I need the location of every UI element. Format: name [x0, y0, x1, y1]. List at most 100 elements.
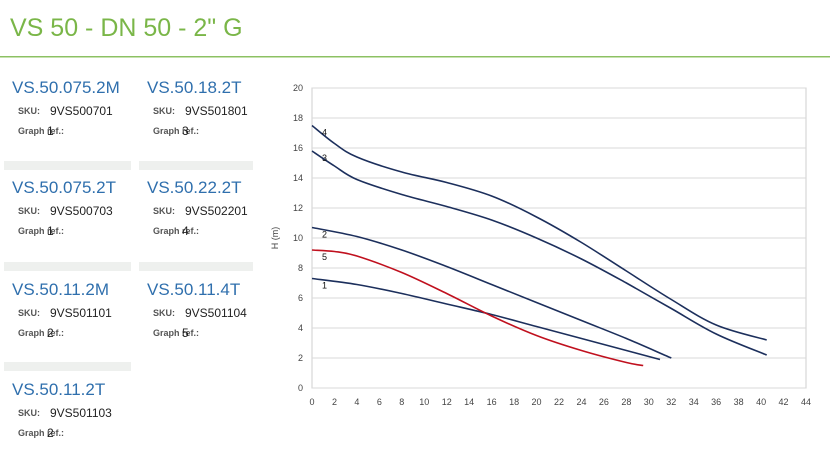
x-tick-label: 30	[644, 397, 654, 407]
y-tick-label: 0	[298, 383, 303, 393]
series-labels: 1 2 3 4 5	[322, 128, 327, 291]
y-tick-label: 6	[298, 293, 303, 303]
x-tick-label: 8	[399, 397, 404, 407]
x-tick-label: 14	[464, 397, 474, 407]
x-tick-label: 0	[309, 397, 314, 407]
graph-ref-value: 1	[47, 124, 54, 138]
graph-ref-label: Graph ref.:	[153, 126, 200, 136]
product-card[interactable]: VS.50.22.2T SKU: 9VS502201 Graph ref.: 4	[145, 178, 270, 244]
y-tick-label: 20	[293, 83, 303, 93]
series-line-2	[311, 226, 672, 359]
graph-ref-value: 2	[47, 426, 54, 440]
sku-label: SKU:	[18, 206, 40, 216]
product-name[interactable]: VS.50.11.4T	[147, 280, 241, 299]
product-name[interactable]: VS.50.11.2T	[12, 380, 106, 399]
y-tick-label: 10	[293, 233, 303, 243]
card-divider	[4, 161, 131, 170]
y-tick-label: 18	[293, 113, 303, 123]
graph-ref-value: 1	[47, 224, 54, 238]
x-tick-label: 20	[532, 397, 542, 407]
sku-value: 9VS501103	[50, 406, 112, 420]
product-card[interactable]: VS.50.075.2M SKU: 9VS500701 Graph ref.: 1	[10, 78, 135, 144]
x-tick-label: 28	[621, 397, 631, 407]
x-tick-label: 12	[442, 397, 452, 407]
sku-value: 9VS501801	[185, 104, 248, 118]
card-divider	[4, 262, 131, 271]
y-tick-label: 12	[293, 203, 303, 213]
sku-label: SKU:	[18, 106, 40, 116]
x-tick-label: 22	[554, 397, 564, 407]
series-label-5: 5	[322, 252, 327, 262]
x-tick-label: 6	[377, 397, 382, 407]
x-tick-label: 44	[801, 397, 811, 407]
product-name[interactable]: VS.50.22.2T	[147, 178, 242, 197]
product-name[interactable]: VS.50.18.2T	[147, 78, 242, 97]
series-label-4: 4	[322, 128, 327, 138]
series-lines	[311, 124, 768, 367]
series-label-3: 3	[322, 153, 327, 163]
graph-ref-value: 5	[182, 326, 189, 340]
sku-value: 9VS501101	[50, 306, 112, 320]
sku-value: 9VS501104	[185, 306, 247, 320]
series-line-3	[311, 150, 768, 356]
sku-value: 9VS502201	[185, 204, 248, 218]
series-line-5	[311, 249, 644, 367]
x-tick-label: 16	[487, 397, 497, 407]
x-tick-label: 18	[509, 397, 519, 407]
grid	[312, 87, 806, 389]
series-label-1: 1	[322, 281, 327, 291]
product-card[interactable]: VS.50.18.2T SKU: 9VS501801 Graph ref.: 3	[145, 78, 270, 144]
y-tick-label: 14	[293, 173, 303, 183]
x-tick-label: 10	[419, 397, 429, 407]
product-card[interactable]: VS.50.11.2M SKU: 9VS501101 Graph ref.: 2	[10, 280, 135, 346]
graph-ref-label: Graph ref.:	[18, 126, 65, 136]
graph-ref-value: 2	[47, 326, 54, 340]
x-axis-ticks: 0 2 4 6 8 10 12 14 16 18 20 22 24 26 28 30 32 34 36 38 40 42 4…	[309, 397, 811, 407]
y-axis-ticks: 0 2 4 6 8 10 12 14 16 18 20	[293, 83, 303, 393]
sku-label: SKU:	[18, 408, 40, 418]
series-line-4	[311, 124, 767, 341]
x-tick-label: 40	[756, 397, 766, 407]
series-line-1	[311, 277, 661, 361]
y-tick-label: 4	[298, 323, 303, 333]
sku-label: SKU:	[18, 308, 40, 318]
x-tick-label: 32	[666, 397, 676, 407]
sku-label: SKU:	[153, 106, 175, 116]
product-card[interactable]: VS.50.11.4T SKU: 9VS501104 Graph ref.: 5	[145, 280, 270, 346]
card-divider	[4, 362, 131, 371]
x-tick-label: 2	[332, 397, 337, 407]
card-divider	[139, 262, 253, 271]
graph-ref-label: Graph ref.:	[153, 226, 200, 236]
sku-value: 9VS500701	[50, 104, 113, 118]
sku-label: SKU:	[153, 206, 175, 216]
card-divider	[139, 161, 253, 170]
product-card[interactable]: VS.50.11.2T SKU: 9VS501103 Graph ref.: 2	[10, 380, 135, 446]
page-title: VS 50 - DN 50 - 2" G	[10, 14, 243, 42]
x-tick-label: 26	[599, 397, 609, 407]
x-tick-label: 34	[689, 397, 699, 407]
title-divider	[0, 56, 830, 58]
graph-ref-label: Graph ref.:	[18, 428, 65, 438]
x-tick-label: 4	[354, 397, 359, 407]
series-label-2: 2	[322, 230, 327, 240]
graph-ref-label: Graph ref.:	[18, 226, 65, 236]
x-tick-label: 36	[711, 397, 721, 407]
graph-ref-value: 3	[182, 124, 189, 138]
y-tick-label: 16	[293, 143, 303, 153]
graph-ref-value: 4	[182, 224, 189, 238]
y-tick-label: 2	[298, 353, 303, 363]
y-axis-title: H (m)	[270, 227, 280, 250]
y-tick-label: 8	[298, 263, 303, 273]
graph-ref-label: Graph ref.:	[18, 328, 65, 338]
sku-value: 9VS500703	[50, 204, 113, 218]
sku-label: SKU:	[153, 308, 175, 318]
x-tick-label: 42	[779, 397, 789, 407]
product-name[interactable]: VS.50.11.2M	[12, 280, 110, 299]
graph-ref-label: Graph ref.:	[153, 328, 200, 338]
product-name[interactable]: VS.50.075.2M	[12, 78, 120, 97]
product-card[interactable]: VS.50.075.2T SKU: 9VS500703 Graph ref.: 1	[10, 178, 135, 244]
x-tick-label: 38	[734, 397, 744, 407]
product-name[interactable]: VS.50.075.2T	[12, 178, 116, 197]
x-tick-label: 24	[576, 397, 586, 407]
